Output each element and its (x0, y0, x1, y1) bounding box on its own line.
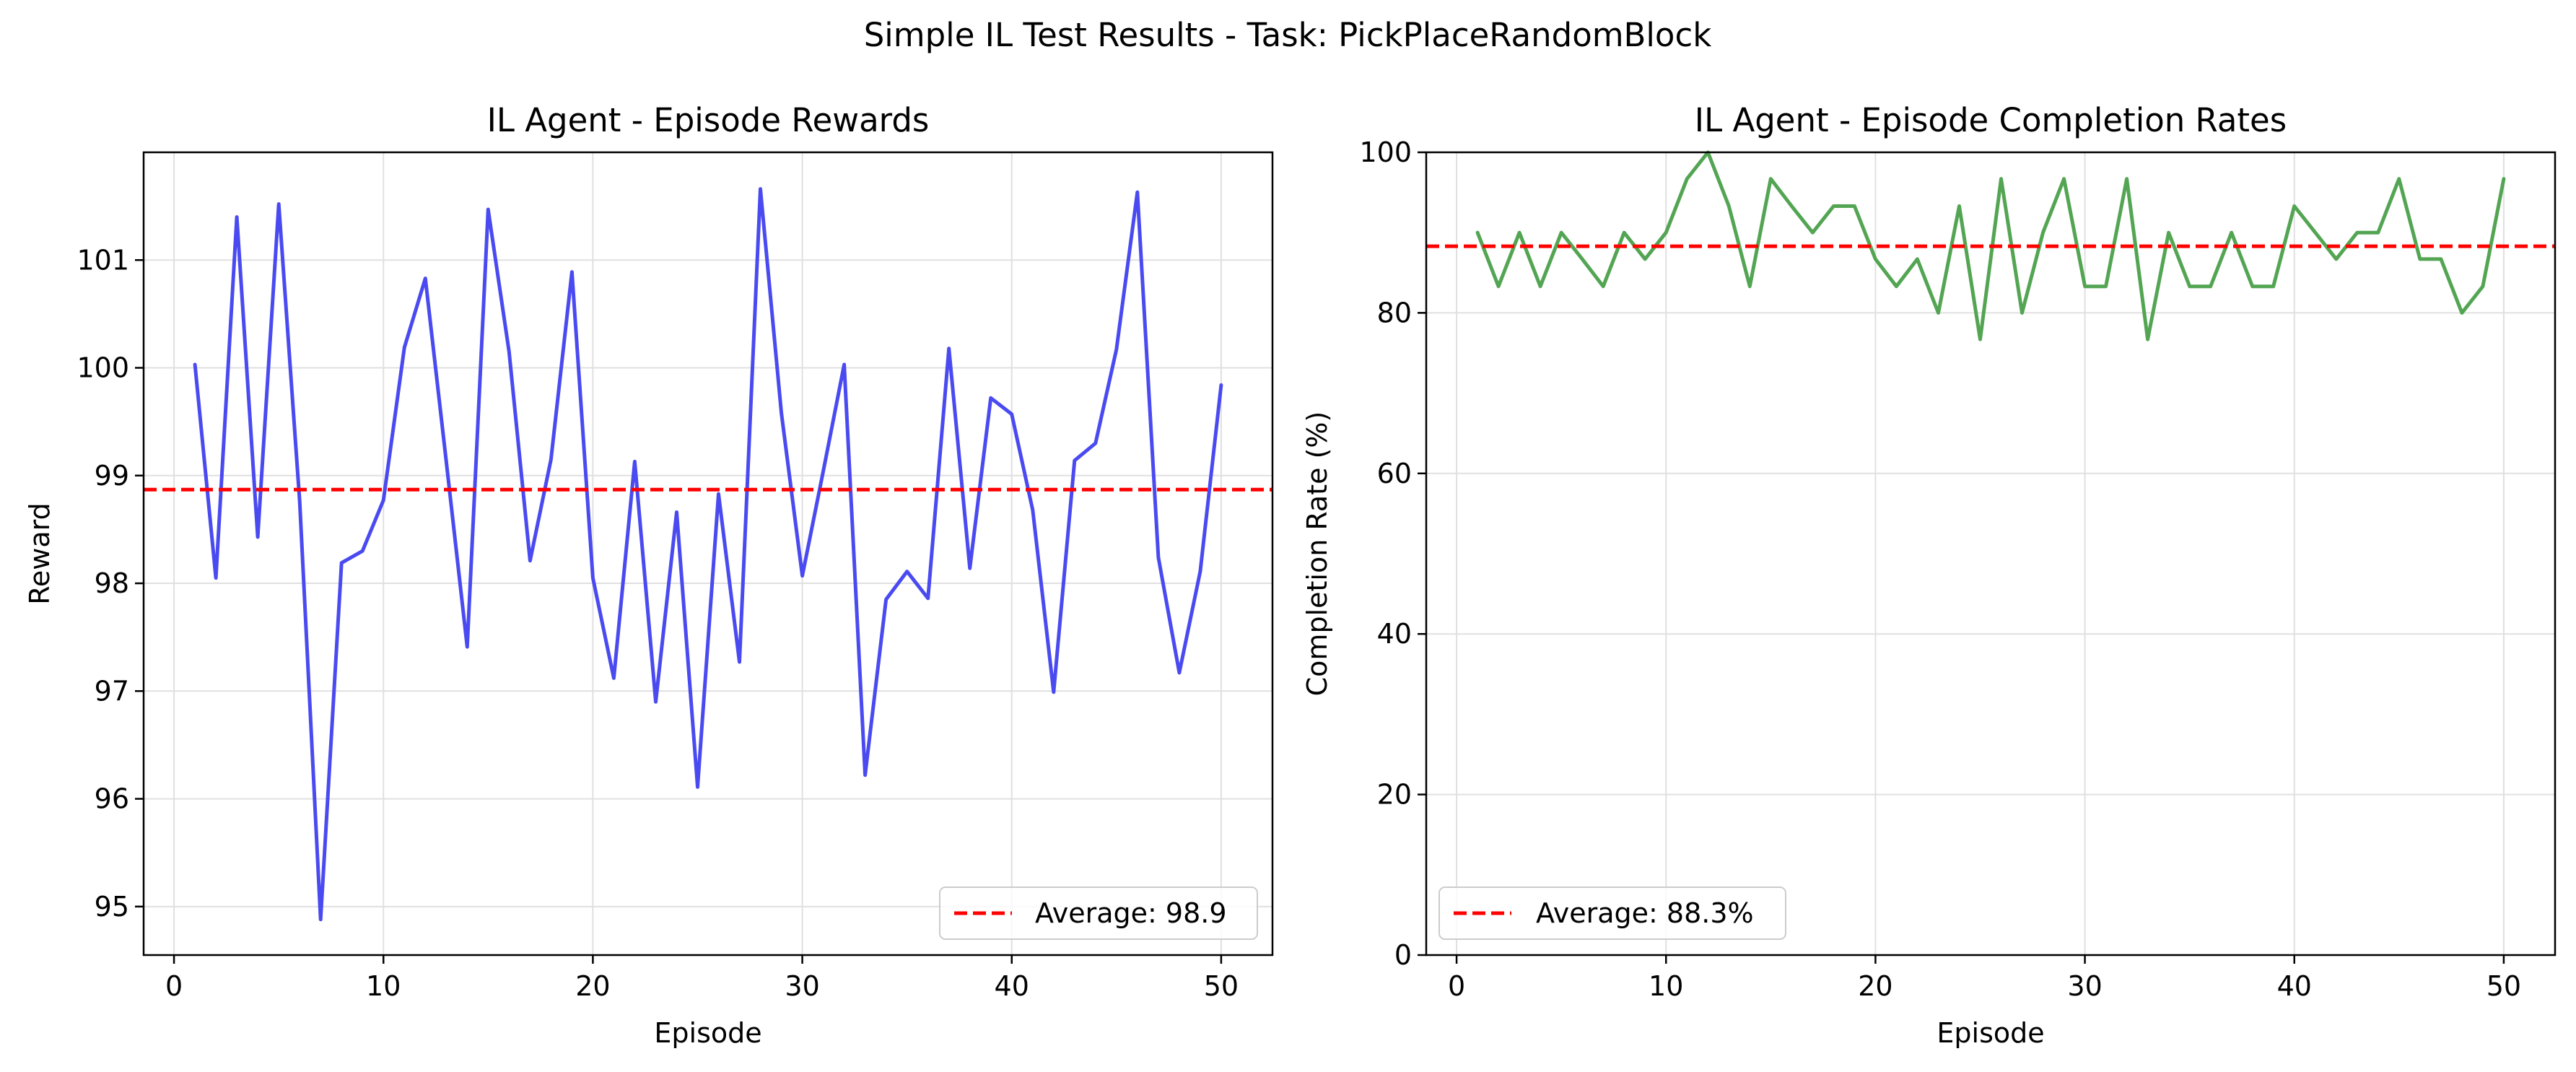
rewards-plot-area (144, 152, 1272, 955)
rewards-ytick-label: 99 (95, 460, 129, 492)
figure-suptitle: Simple IL Test Results - Task: PickPlace… (864, 16, 1712, 54)
rewards-xtick-label: 40 (995, 970, 1029, 1002)
rewards-ylabel: Reward (24, 502, 56, 605)
completion-data-line (1475, 150, 2506, 341)
rewards-ytick-label: 95 (95, 891, 129, 923)
rewards-series (144, 187, 1272, 922)
completion-ytick-label: 0 (1394, 939, 1412, 971)
completion-legend: Average: 88.3% (1438, 886, 1786, 940)
rewards-xtick-label: 50 (1204, 970, 1239, 1002)
rewards-ytick-label: 98 (95, 567, 129, 599)
rewards-plot-frame (142, 151, 1274, 956)
rewards-ytick-label: 101 (77, 244, 129, 276)
completion-title: IL Agent - Episode Completion Rates (1695, 101, 2287, 139)
rewards-xlabel: Episode (654, 1017, 761, 1049)
completion-legend-box (1438, 886, 1786, 940)
rewards-title: IL Agent - Episode Rewards (487, 101, 930, 139)
completion-xtick-label: 30 (2067, 970, 2102, 1002)
completion-xtick-label: 0 (1448, 970, 1465, 1002)
completion-xtick-label: 20 (1858, 970, 1892, 1002)
rewards-panel: 0 10 20 30 40 50 95 96 97 98 99 100 101 IL Agent - E… (24, 101, 1274, 1049)
rewards-ytick-label: 97 (95, 675, 129, 707)
completion-plot-frame (1425, 151, 2557, 956)
completion-xlabel: Episode (1937, 1017, 2044, 1049)
completion-xtick-label: 40 (2277, 970, 2312, 1002)
completion-ytick-label: 100 (1359, 136, 1412, 168)
completion-ytick-label: 80 (1377, 297, 1412, 328)
completion-ticks: 0 10 20 30 40 50 0 20 40 60 80 100 (1359, 136, 2521, 1002)
rewards-data-line (193, 187, 1223, 922)
rewards-legend-box (939, 886, 1258, 940)
rewards-xtick-label: 30 (785, 970, 819, 1002)
completion-xtick-label: 10 (1649, 970, 1683, 1002)
completion-ytick-label: 20 (1377, 779, 1412, 811)
completion-xtick-label: 50 (2487, 970, 2521, 1002)
rewards-ytick-label: 100 (77, 352, 129, 384)
rewards-grid (144, 152, 1272, 955)
completion-series (1426, 150, 2555, 341)
completion-plot-area (1426, 152, 2555, 955)
rewards-legend-label: Average: 98.9 (1035, 897, 1227, 929)
rewards-xtick-label: 20 (575, 970, 610, 1002)
rewards-ticks: 0 10 20 30 40 50 95 96 97 98 99 100 101 (77, 244, 1239, 1002)
completion-ylabel: Completion Rate (%) (1301, 411, 1333, 697)
rewards-xtick-label: 10 (366, 970, 401, 1002)
rewards-legend: Average: 98.9 (939, 886, 1258, 940)
rewards-xtick-label: 0 (165, 970, 183, 1002)
completion-panel: 0 10 20 30 40 50 0 20 40 60 80 100 IL Agent - Episo… (1301, 101, 2557, 1049)
completion-ytick-label: 60 (1377, 458, 1412, 489)
completion-ytick-label: 40 (1377, 618, 1412, 650)
completion-legend-label: Average: 88.3% (1536, 897, 1754, 929)
rewards-ytick-label: 96 (95, 783, 129, 815)
